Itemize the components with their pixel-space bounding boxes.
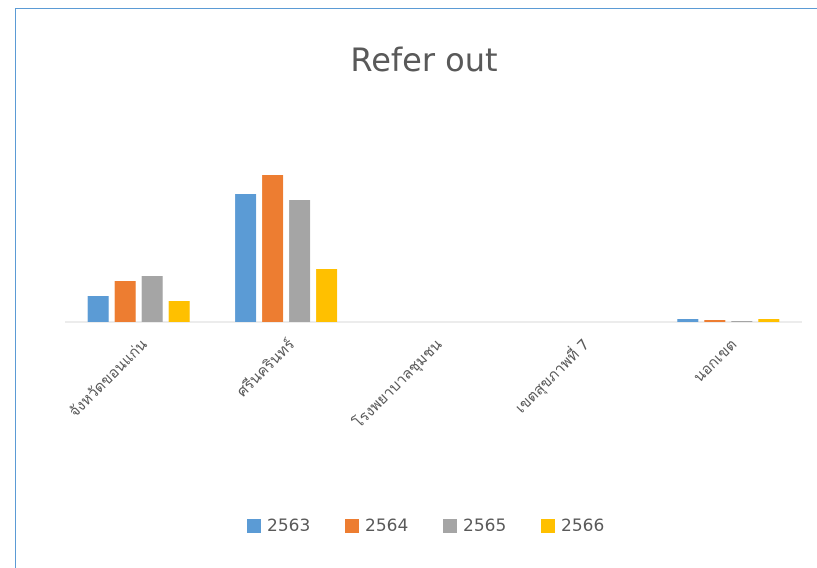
legend-label: 2565: [463, 516, 506, 536]
legend-swatch: [247, 519, 261, 533]
chart-title: Refer out: [350, 41, 497, 79]
bar: [141, 276, 163, 322]
bar: [758, 319, 780, 322]
legend-swatch: [443, 519, 457, 533]
bar: [704, 320, 726, 322]
legend-swatch: [345, 519, 359, 533]
bar: [677, 319, 699, 322]
legend-label: 2563: [267, 516, 310, 536]
bar: [114, 281, 136, 322]
bar: [316, 269, 338, 322]
bar: [168, 301, 190, 322]
bar: [87, 296, 109, 322]
bar: [289, 200, 311, 322]
bar: [262, 175, 284, 322]
bar: [731, 321, 753, 322]
legend-label: 2564: [365, 516, 408, 536]
bar: [235, 194, 257, 322]
legend-label: 2566: [561, 516, 604, 536]
legend-swatch: [541, 519, 555, 533]
